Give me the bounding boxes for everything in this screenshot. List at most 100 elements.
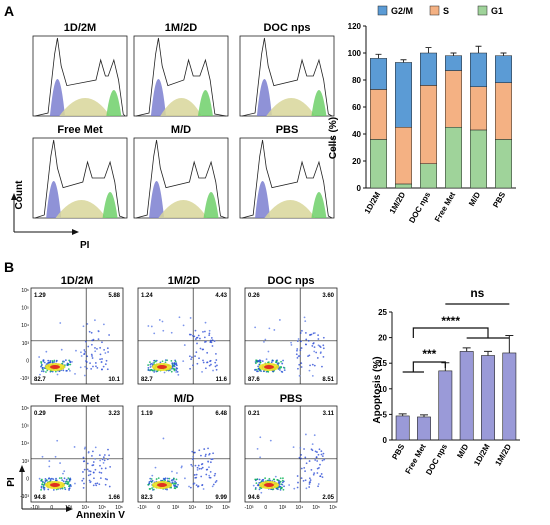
cells-ytick-label: 0 — [357, 184, 362, 193]
cells-legend-swatch — [429, 5, 440, 16]
flow-quadrant-ll: 82.3 — [141, 495, 153, 501]
flow-quadrant-ll: 82.7 — [141, 377, 153, 383]
histogram-outline — [135, 37, 227, 117]
flow-quadrant-ur: 3.60 — [322, 293, 334, 299]
flow-xtick-label: 10⁴ — [82, 505, 90, 511]
apop-error-bar — [398, 413, 407, 416]
histogram-title: DOC nps — [263, 22, 310, 34]
flow-axes: PI Annexin V — [6, 465, 125, 521]
histogram-outline — [241, 37, 333, 117]
flow-quadrant-ll: 87.6 — [248, 377, 260, 383]
flow-cytometry-grid: 1D/2M 1.29 5.88 82.7 10.1 10⁶ 10⁵ 10⁴ 10³ 0 -10³ 1M… — [20, 275, 338, 511]
sig-bracket-3star — [402, 361, 446, 373]
flow-quadrant-ur: 5.88 — [108, 293, 120, 299]
histogram-title: M/D — [171, 124, 191, 136]
apoptosis-ylabel: Apoptosis (%) — [372, 356, 383, 423]
flow-scatter-points — [38, 439, 112, 491]
flow-density-hotspot — [157, 483, 167, 487]
panel-b-letter: B — [4, 259, 14, 275]
flow-xtick-label: 10⁵ — [205, 505, 213, 511]
flow-xtick-label: 10⁴ — [296, 505, 304, 511]
cells-bar-g1 — [495, 139, 512, 189]
apop-error-bar — [462, 347, 471, 352]
flow-xtick-label: -10³ — [138, 505, 147, 511]
sig-bracket-4star — [412, 327, 510, 339]
histogram-outline — [241, 139, 333, 219]
histogram-title: 1M/2D — [165, 22, 197, 34]
histogram-title: 1D/2M — [64, 22, 96, 34]
flow-xtick-label: 0 — [50, 505, 53, 511]
cells-bar-g2m — [395, 62, 412, 128]
flow-quadrant-ll: 82.7 — [34, 377, 46, 383]
apop-xtick-label: DOC nps — [424, 442, 449, 477]
cells-bar-g1 — [470, 129, 487, 189]
flow-quadrant-ul: 0.26 — [248, 293, 260, 299]
histogram-s-region — [158, 200, 208, 218]
flow-quadrant-ll: 94.8 — [34, 495, 46, 501]
cells-ytick-label: 100 — [348, 49, 362, 58]
cells-error-bar — [375, 53, 382, 59]
flow-quadrant-ul: 0.29 — [34, 411, 46, 417]
flow-xtick-label: 10⁵ — [98, 505, 106, 511]
flow-ytick-label: 10⁴ — [21, 441, 29, 447]
annexin-axis-label: Annexin V — [76, 510, 125, 521]
flow-density-hotspot — [50, 483, 60, 487]
flow-xtick-label: 10⁶ — [115, 505, 123, 511]
flow-quadrant-lr: 1.66 — [108, 495, 120, 501]
count-axis-label: Count — [14, 180, 25, 210]
apop-bar — [481, 355, 495, 441]
flow-xtick-label: 10³ — [172, 505, 180, 511]
flow-quadrant-lr: 2.05 — [322, 495, 334, 501]
histogram-g1-peak — [150, 79, 166, 116]
cells-bar-s — [420, 85, 437, 164]
flow-xtick-label: 10⁵ — [312, 505, 320, 511]
cells-ytick-label: 80 — [352, 76, 361, 85]
flow-quadrant-ul: 1.24 — [141, 293, 153, 299]
sig-label-3star: *** — [422, 347, 436, 361]
apop-bar — [459, 351, 474, 441]
histogram-g2m-peak — [106, 90, 122, 116]
flow-xtick-label: 0 — [264, 505, 267, 511]
flow-ytick-label: 0 — [26, 358, 29, 364]
histogram-title: Free Met — [57, 124, 103, 136]
flow-annexin-arrow-head — [66, 506, 73, 512]
flow-ytick-label: 10⁶ — [21, 288, 29, 294]
cells-legend-label: G2/M — [391, 6, 413, 16]
histogram-outline — [135, 139, 227, 219]
cells-xtick-label: 1D/2M — [363, 190, 383, 215]
apop-error-bar — [484, 350, 492, 356]
histogram-g2m-peak — [203, 192, 219, 218]
cells-xtick-label: 1M/2D — [388, 190, 408, 215]
flow-ytick-label: 10³ — [22, 459, 30, 465]
sig-label-4star: **** — [441, 314, 460, 328]
pi-axis-label: PI — [80, 240, 90, 251]
flow-density-hotspot — [157, 365, 167, 369]
apop-xtick-label: 1M/2D — [493, 442, 513, 467]
cells-bar-g1 — [445, 127, 462, 189]
cells-bar-s — [495, 82, 512, 140]
histogram-outline — [34, 37, 126, 117]
cells-bar-g1 — [395, 183, 412, 189]
histogram-s-region — [160, 98, 202, 116]
cells-ytick-label: 40 — [352, 130, 361, 139]
histogram-outline — [34, 139, 126, 219]
histogram-s-region — [55, 200, 107, 218]
cells-xtick-label: DOC nps — [407, 190, 432, 225]
apop-ytick-label: 0 — [383, 436, 388, 445]
flow-xtick-label: 10⁶ — [222, 505, 230, 511]
flow-density-hotspot — [264, 483, 274, 487]
flow-quadrant-ul: 0.21 — [248, 411, 260, 417]
histogram-g1-peak — [46, 181, 62, 218]
sig-label-ns: ns — [470, 286, 484, 300]
flow-pi-axis-label: PI — [6, 477, 17, 487]
cells-bar-s — [470, 86, 487, 131]
cells-legend-swatch — [377, 5, 388, 16]
apop-bar — [438, 370, 453, 441]
flow-pi-arrow-head — [19, 465, 25, 472]
cells-bar-g1 — [420, 163, 437, 189]
histogram-s-region — [59, 98, 111, 116]
flow-ytick-label: -10³ — [20, 494, 29, 500]
cells-bar-g2m — [420, 52, 437, 86]
cells-bar-g2m — [445, 55, 462, 71]
